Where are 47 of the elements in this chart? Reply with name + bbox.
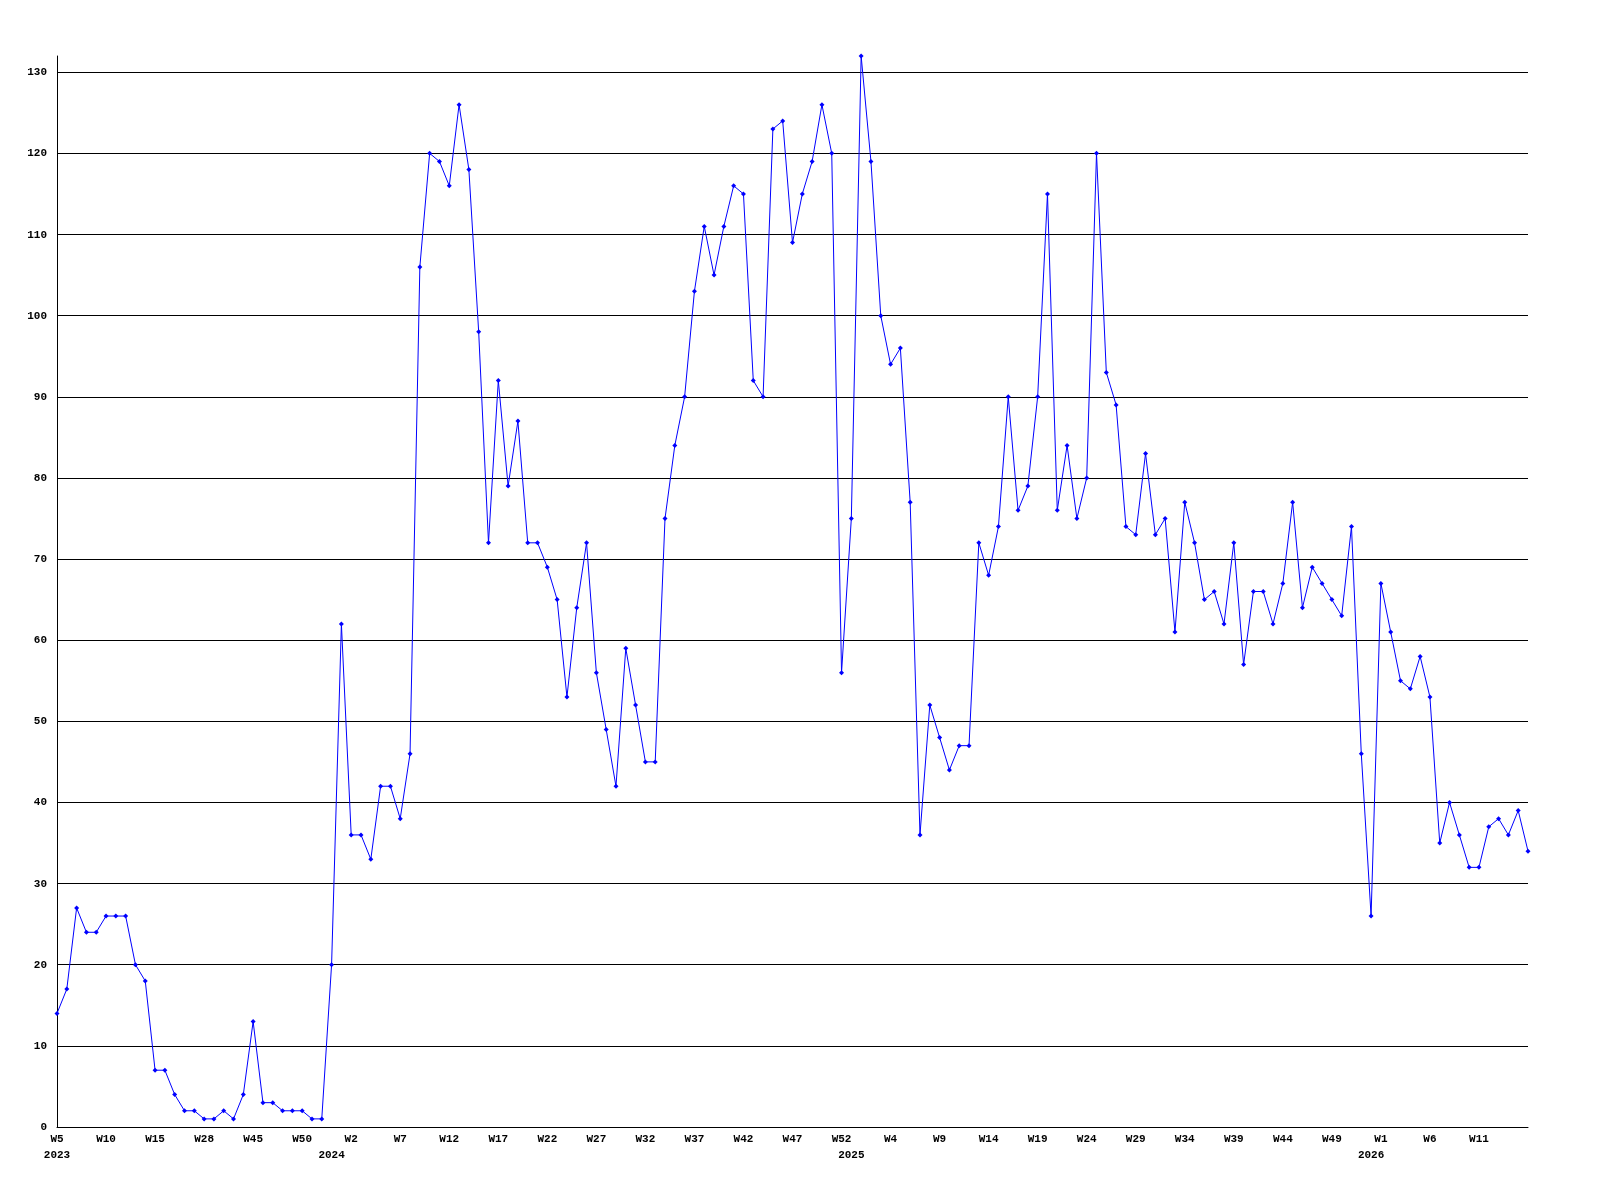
- x-tick-label: W5 2023: [43, 1133, 71, 1161]
- y-tick-label: 120: [27, 147, 47, 160]
- y-tick-label: 50: [33, 715, 47, 728]
- y-tick-label: 10: [33, 1039, 47, 1052]
- y-tick-label: 110: [27, 228, 47, 241]
- x-tick-label: W2: [344, 1133, 358, 1145]
- x-tick-label: W28: [194, 1133, 215, 1145]
- x-tick-label: W32: [635, 1133, 656, 1145]
- x-tick-label: W7: [393, 1133, 407, 1145]
- y-tick-label: 90: [33, 390, 47, 403]
- x-tick-label: W49: [1321, 1133, 1342, 1145]
- x-tick-label: W10: [96, 1133, 116, 1145]
- x-tick-label: 2026: [1357, 1149, 1385, 1161]
- y-tick-label: 0: [40, 1121, 47, 1133]
- x-tick-label: W6: [1423, 1133, 1437, 1145]
- y-tick-label: 30: [33, 877, 47, 890]
- x-tick-label: W29: [1125, 1133, 1146, 1145]
- x-tick-label: W45: [243, 1133, 264, 1145]
- y-tick-label: 130: [27, 66, 47, 79]
- x-tick-label: W4: [883, 1133, 898, 1145]
- x-tick-label: W44: [1272, 1133, 1294, 1145]
- x-tick-label: W9: [933, 1133, 947, 1145]
- x-tick-label: W27: [586, 1133, 607, 1145]
- x-tick-label: W34: [1174, 1133, 1196, 1145]
- x-tick-label: W17: [488, 1133, 509, 1145]
- y-tick-label: 70: [33, 553, 47, 566]
- x-tick-label: 2025: [838, 1149, 865, 1161]
- x-tick-label: W24: [1076, 1133, 1097, 1145]
- x-tick-label: W37: [684, 1133, 705, 1145]
- x-tick-label: W42: [733, 1133, 754, 1145]
- y-tick-label: 100: [27, 309, 47, 322]
- x-tick-label: W19: [1027, 1133, 1048, 1145]
- x-tick-label: W1: [1374, 1133, 1388, 1145]
- x-tick-label: W14: [978, 1133, 999, 1145]
- x-tick-label: W15: [145, 1133, 166, 1145]
- x-tick-label: W50: [292, 1133, 313, 1145]
- x-tick-label: 2024: [318, 1149, 346, 1161]
- x-tick-label: W39: [1223, 1133, 1244, 1145]
- x-tick-label: W52: [831, 1133, 852, 1145]
- y-tick-label: 80: [33, 471, 47, 484]
- x-tick-label: W47: [782, 1133, 803, 1145]
- y-tick-label: 20: [33, 958, 47, 971]
- x-tick-label: W22: [537, 1133, 558, 1145]
- y-tick-label: 60: [33, 634, 47, 647]
- x-tick-label: W12: [439, 1133, 460, 1145]
- y-tick-label: 40: [33, 796, 47, 809]
- x-tick-label: W11: [1469, 1133, 1490, 1145]
